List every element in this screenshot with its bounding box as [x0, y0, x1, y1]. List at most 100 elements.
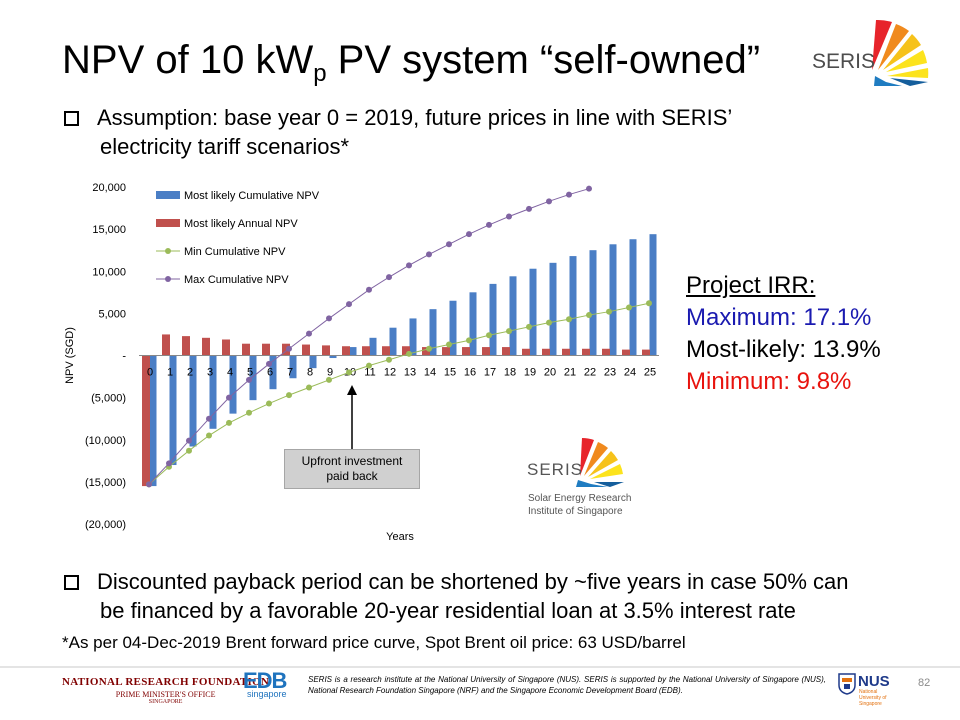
footer-divider: [0, 666, 960, 668]
irr-minimum: Minimum: 9.8%: [686, 368, 852, 395]
y-tick-label: 20,000: [92, 182, 126, 194]
nus-crest-icon: [838, 673, 856, 695]
edb-logo-main: EDB: [243, 668, 287, 693]
nrf-line1: NATIONAL RESEARCH FOUNDATION: [62, 676, 270, 688]
y-tick-label: 10,000: [92, 266, 126, 278]
point-min-cumulative-npv: [266, 400, 272, 407]
edb-logo-sub: singapore: [247, 689, 287, 699]
bar-annual-npv: [322, 345, 330, 356]
point-min-cumulative-npv: [366, 362, 372, 369]
project-irr-box: Project IRR: Maximum: 17.1% Most-likely:…: [686, 270, 881, 398]
point-max-cumulative-npv: [466, 231, 472, 238]
point-max-cumulative-npv: [426, 251, 432, 258]
bar-cumulative-npv: [429, 309, 437, 356]
bar-annual-npv: [642, 349, 650, 356]
point-max-cumulative-npv: [146, 481, 152, 488]
x-tick-label: 13: [404, 367, 416, 379]
legend-label: Most likely Annual NPV: [184, 218, 298, 230]
x-tick-label: 16: [464, 367, 476, 379]
bar-cumulative-npv: [449, 300, 457, 356]
bar-annual-npv: [622, 349, 630, 356]
irr-most-likely: Most-likely: 13.9%: [686, 336, 881, 363]
x-tick-label: 7: [287, 367, 293, 379]
nrf-line3: SINGAPORE: [148, 699, 183, 705]
assumption-text: Assumption: base year 0 = 2019, future p…: [97, 105, 733, 130]
y-tick-label: -: [122, 351, 126, 363]
bar-cumulative-npv: [209, 355, 217, 429]
x-tick-label: 0: [147, 367, 153, 379]
bar-annual-npv: [302, 344, 310, 356]
x-tick-label: 18: [504, 367, 516, 379]
point-min-cumulative-npv: [466, 337, 472, 344]
x-tick-label: 1: [167, 367, 173, 379]
nus-logo-sub: National University of Singapore: [859, 689, 887, 707]
bar-annual-npv: [262, 343, 270, 356]
y-tick-label: (15,000): [85, 477, 126, 489]
bar-annual-npv: [142, 355, 150, 487]
point-min-cumulative-npv: [646, 300, 652, 307]
bar-annual-npv: [502, 347, 510, 356]
y-axis-title: NPV (SGD): [64, 327, 76, 384]
y-tick-label: (20,000): [85, 519, 126, 531]
footer-disclaimer: SERIS is a research institute at the Nat…: [308, 675, 826, 695]
payback-bullet: Discounted payback period can be shorten…: [64, 567, 944, 625]
title-prefix: NPV of 10 kW: [62, 38, 314, 82]
seris-logo-sub2: Institute of Singapore: [528, 506, 623, 517]
x-tick-label: 20: [544, 367, 556, 379]
bar-cumulative-npv: [189, 355, 197, 447]
point-max-cumulative-npv: [226, 394, 232, 401]
x-tick-label: 24: [624, 367, 636, 379]
point-max-cumulative-npv: [486, 221, 492, 228]
point-min-cumulative-npv: [246, 409, 252, 416]
point-min-cumulative-npv: [546, 319, 552, 326]
irr-heading: Project IRR:: [686, 272, 816, 299]
bar-cumulative-npv: [609, 244, 617, 356]
page-number: 82: [918, 677, 931, 689]
bar-cumulative-npv: [269, 355, 277, 390]
bar-cumulative-npv: [389, 327, 397, 356]
point-max-cumulative-npv: [546, 198, 552, 205]
payback-callout: Upfront investment paid back: [284, 449, 420, 489]
legend-swatch-annual: [156, 219, 180, 227]
nrf-logo: NATIONAL RESEARCH FOUNDATION PRIME MINIS…: [62, 676, 269, 705]
seris-logo-subtitle: Solar Energy Research Institute of Singa…: [528, 492, 631, 518]
point-max-cumulative-npv: [306, 330, 312, 337]
footnote: *As per 04-Dec-2019 Brent forward price …: [62, 633, 686, 652]
point-min-cumulative-npv: [226, 419, 232, 426]
payback-text-cont: be financed by a favorable 20-year resid…: [100, 598, 796, 623]
checkbox-bullet-icon: [64, 111, 79, 126]
line-max-cumulative-npv: [148, 188, 590, 485]
x-tick-label: 25: [644, 367, 656, 379]
x-tick-label: 4: [227, 367, 233, 379]
bar-annual-npv: [462, 347, 470, 356]
line-min-cumulative-npv: [148, 302, 650, 485]
bar-cumulative-npv: [369, 337, 377, 356]
y-tick-label: (5,000): [91, 393, 126, 405]
y-tick-label: (10,000): [85, 435, 126, 447]
point-max-cumulative-npv: [186, 437, 192, 444]
assumption-bullet: Assumption: base year 0 = 2019, future p…: [64, 103, 894, 161]
bar-cumulative-npv: [569, 256, 577, 356]
bar-annual-npv: [342, 346, 350, 356]
point-min-cumulative-npv: [486, 332, 492, 339]
bar-annual-npv: [582, 348, 590, 356]
legend-marker-max: [165, 276, 171, 282]
point-min-cumulative-npv: [606, 308, 612, 315]
point-max-cumulative-npv: [586, 185, 592, 192]
point-min-cumulative-npv: [506, 328, 512, 335]
bar-cumulative-npv: [289, 355, 297, 379]
x-tick-label: 8: [307, 367, 313, 379]
bar-cumulative-npv: [649, 234, 657, 356]
bar-cumulative-npv: [249, 355, 257, 401]
bar-annual-npv: [442, 347, 450, 356]
bar-cumulative-npv: [529, 268, 537, 356]
point-max-cumulative-npv: [566, 191, 572, 198]
legend-marker-min: [165, 248, 171, 254]
point-min-cumulative-npv: [326, 376, 332, 383]
callout-arrow-icon: [347, 385, 357, 449]
point-max-cumulative-npv: [326, 315, 332, 322]
seris-logo-text: SERIS: [812, 50, 875, 73]
point-max-cumulative-npv: [206, 415, 212, 422]
bar-annual-npv: [362, 346, 370, 356]
bar-cumulative-npv: [329, 355, 337, 359]
